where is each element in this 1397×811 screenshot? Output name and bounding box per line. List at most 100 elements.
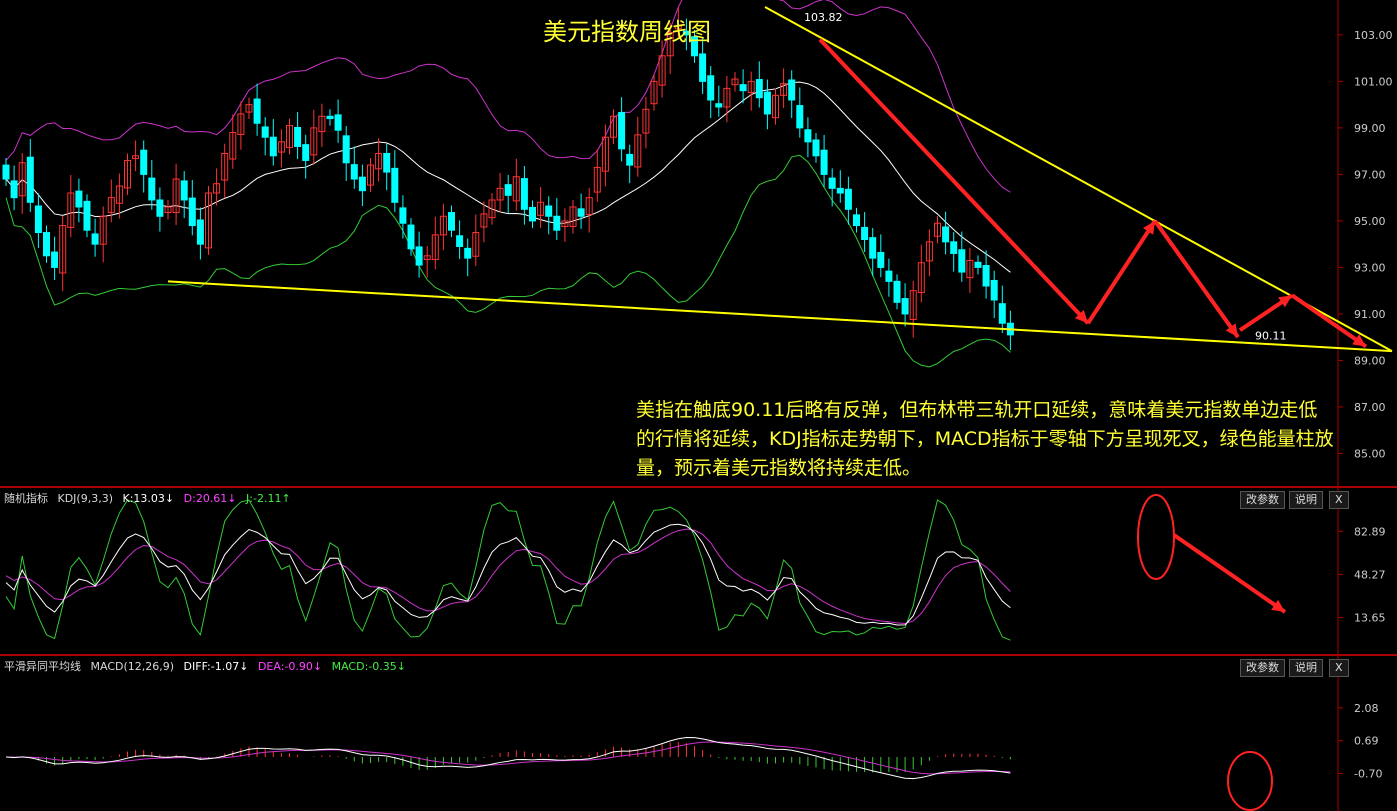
- candle-body: [520, 178, 528, 210]
- candle-body: [286, 125, 293, 148]
- up-arrow-head: [1278, 295, 1292, 308]
- down-arrow-head: [1225, 323, 1238, 338]
- candle-body: [391, 167, 399, 203]
- candle-body: [869, 237, 877, 259]
- candle-body: [205, 192, 212, 249]
- candle-body: [342, 135, 350, 164]
- candle-body: [431, 234, 439, 261]
- y-tick-label: 82.89: [1354, 525, 1386, 538]
- y-tick-label: 99.00: [1354, 122, 1386, 135]
- candle-body: [553, 215, 561, 231]
- macd-help-button[interactable]: 说明: [1289, 659, 1323, 677]
- candle-body: [853, 214, 860, 227]
- y-tick-label: 87.00: [1354, 401, 1386, 414]
- candle-body: [755, 79, 763, 99]
- bollinger-lower: [5, 154, 1011, 368]
- candle-body: [618, 112, 626, 150]
- candle-body: [512, 176, 520, 202]
- candle-body: [763, 91, 771, 115]
- macd-name: 平滑异同平均线: [4, 660, 81, 673]
- candle-body: [196, 219, 204, 245]
- y-tick-label: 89.00: [1354, 354, 1386, 367]
- macd-highlight-circle: [1227, 751, 1273, 811]
- candle-body: [682, 30, 690, 36]
- candle-body: [456, 235, 464, 247]
- candle-body: [350, 164, 358, 180]
- candle-body: [545, 205, 553, 217]
- candle-body: [245, 104, 253, 113]
- candle-body: [213, 183, 221, 194]
- candle-body: [593, 166, 601, 193]
- candle-body: [302, 144, 310, 161]
- candle-body: [577, 208, 585, 217]
- candle-body: [229, 132, 237, 160]
- candle-body: [294, 126, 302, 147]
- candle-body: [642, 108, 650, 134]
- candle-body: [634, 134, 642, 168]
- candle-body: [310, 127, 318, 156]
- candle-body: [180, 180, 188, 201]
- candle-body: [925, 241, 933, 262]
- down-arrow: [818, 38, 1090, 325]
- candle-body: [237, 113, 245, 135]
- candle-body: [59, 225, 67, 274]
- candle-body: [448, 212, 455, 231]
- candle-body: [934, 222, 941, 237]
- candle-body: [707, 75, 715, 101]
- resistance-trendline: [764, 6, 1393, 353]
- kdj-close-button[interactable]: X: [1329, 491, 1349, 509]
- candle-body: [18, 162, 26, 197]
- kdj-d-line: [5, 528, 1011, 625]
- kdj-help-button[interactable]: 说明: [1289, 491, 1323, 509]
- candle-body: [812, 139, 820, 157]
- candle-body: [407, 224, 415, 250]
- kdj-highlight-circle: [1137, 494, 1175, 580]
- candle-body: [504, 184, 512, 196]
- down-arrow-head: [1074, 309, 1088, 324]
- macd-close-button[interactable]: X: [1329, 659, 1349, 677]
- up-arrow-head: [1142, 220, 1155, 235]
- candle-body: [91, 233, 99, 245]
- candle-body: [188, 197, 196, 227]
- y-tick-label: 91.00: [1354, 308, 1386, 321]
- up-arrow: [1086, 219, 1157, 325]
- candle-body: [472, 232, 480, 257]
- candle-body: [107, 197, 115, 214]
- y-tick-label: 101.00: [1354, 75, 1393, 88]
- candle-body: [666, 32, 674, 57]
- candle-body: [723, 87, 731, 108]
- candle-body: [950, 241, 958, 254]
- kdj-k-value: K:13.03↓: [122, 492, 175, 505]
- candle-body: [488, 199, 496, 219]
- candle-body: [269, 136, 277, 157]
- candle-body: [747, 80, 755, 94]
- candle-body: [277, 141, 285, 153]
- candle-body: [942, 226, 950, 243]
- y-tick-label: 97.00: [1354, 168, 1386, 181]
- high-annotation: 103.82: [804, 11, 843, 24]
- candle-body: [221, 152, 229, 181]
- candle-body: [715, 103, 723, 108]
- candle-body: [674, 25, 682, 30]
- candle-body: [885, 270, 893, 282]
- candle-body: [966, 259, 974, 279]
- candle-body: [34, 205, 42, 234]
- candle-body: [974, 261, 982, 268]
- kdj-params: KDJ(9,3,3): [57, 492, 114, 505]
- y-tick-label: 93.00: [1354, 261, 1386, 274]
- kdj-params-button[interactable]: 改参数: [1240, 491, 1285, 509]
- macd-params-button[interactable]: 改参数: [1240, 659, 1285, 677]
- candle-body: [658, 55, 666, 86]
- kdj-j-line: [5, 499, 1011, 641]
- y-tick-label: 48.27: [1354, 568, 1386, 581]
- candle-body: [772, 94, 779, 119]
- candle-body: [990, 279, 998, 301]
- candle-body: [10, 180, 18, 199]
- macd-dea-line: [5, 741, 1011, 775]
- candle-body: [464, 247, 472, 259]
- kdj-name: 随机指标: [4, 492, 48, 505]
- candle-body: [415, 246, 423, 266]
- candle-body: [626, 153, 634, 166]
- candle-body: [83, 200, 91, 231]
